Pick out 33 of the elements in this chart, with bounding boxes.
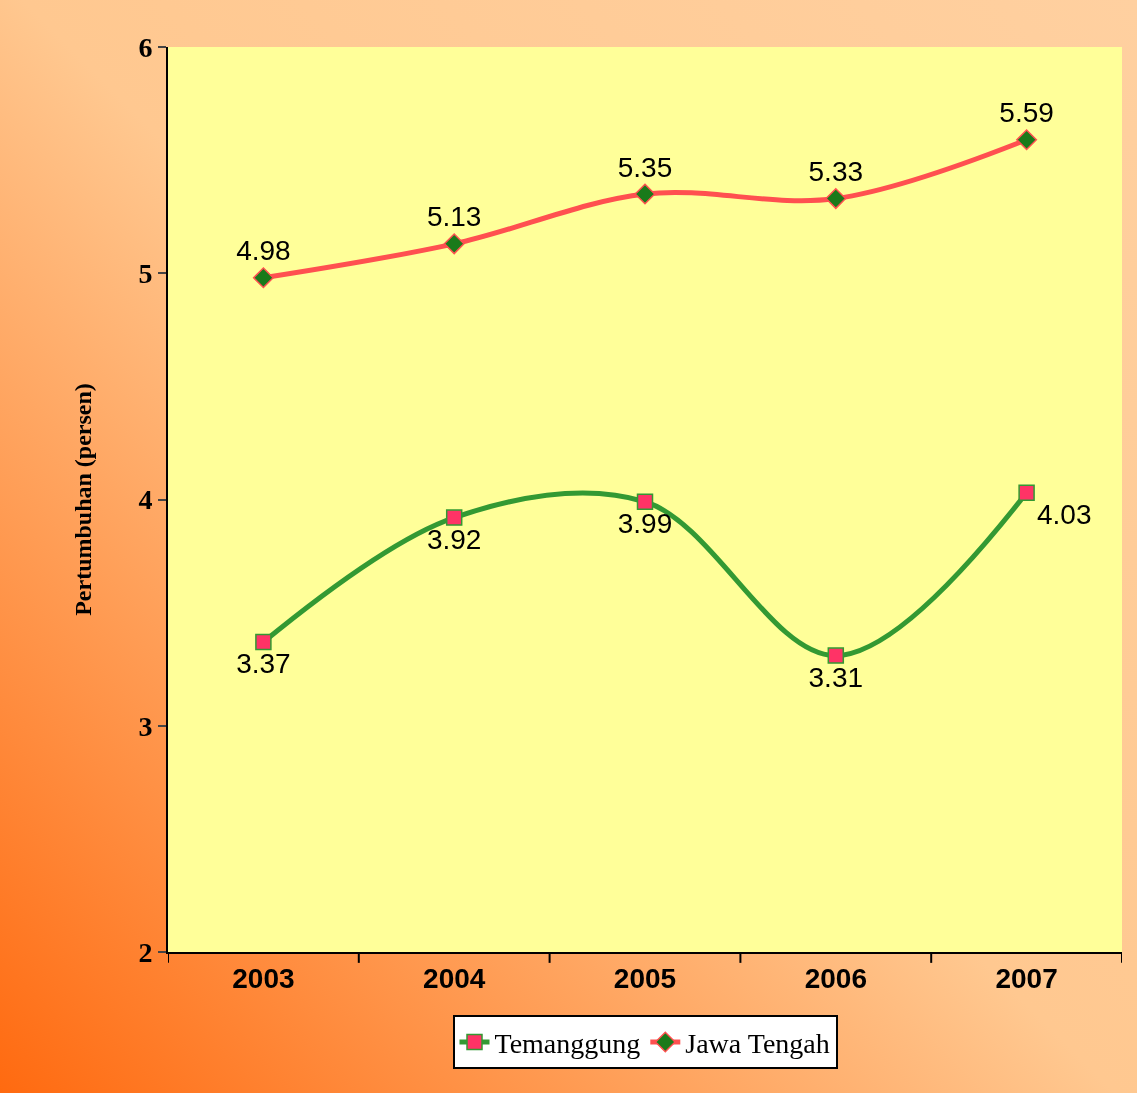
point xyxy=(825,188,847,210)
point xyxy=(634,183,656,205)
x-tick-label: 2005 xyxy=(613,962,677,994)
data-label: 3.99 xyxy=(617,508,673,540)
data-label: 3.31 xyxy=(808,661,864,693)
x-tick-label: 2003 xyxy=(232,962,295,994)
x-tick-label: 2006 xyxy=(804,962,867,994)
data-label: 4.98 xyxy=(236,235,291,267)
point xyxy=(1016,129,1038,151)
point xyxy=(443,233,465,255)
point xyxy=(252,267,274,289)
y-tick-label: 2 xyxy=(138,936,153,968)
x-tick-label: 2007 xyxy=(995,962,1058,994)
x-tick-label: 2004 xyxy=(423,962,486,994)
point xyxy=(445,509,463,526)
data-label: 5.35 xyxy=(617,151,673,183)
legend-label: Jawa Tengah xyxy=(685,1027,830,1059)
data-label: 4.03 xyxy=(1036,499,1092,531)
data-label: 3.92 xyxy=(426,523,482,555)
y-tick-label: 5 xyxy=(138,258,153,290)
y-tick-label: 4 xyxy=(138,484,153,516)
legend-label: Temanggung xyxy=(494,1027,641,1059)
data-label: 5.59 xyxy=(999,97,1054,129)
y-tick-label: 3 xyxy=(138,710,153,742)
point xyxy=(827,647,845,664)
point xyxy=(255,633,272,651)
y-tick-label: 6 xyxy=(138,31,153,63)
data-label: 3.37 xyxy=(236,648,291,680)
y-axis-title: Pertumbuhan (persen) xyxy=(70,383,96,616)
point xyxy=(636,493,654,511)
data-label: 5.13 xyxy=(426,201,482,233)
point xyxy=(1018,484,1035,501)
data-label: 5.33 xyxy=(808,156,864,188)
